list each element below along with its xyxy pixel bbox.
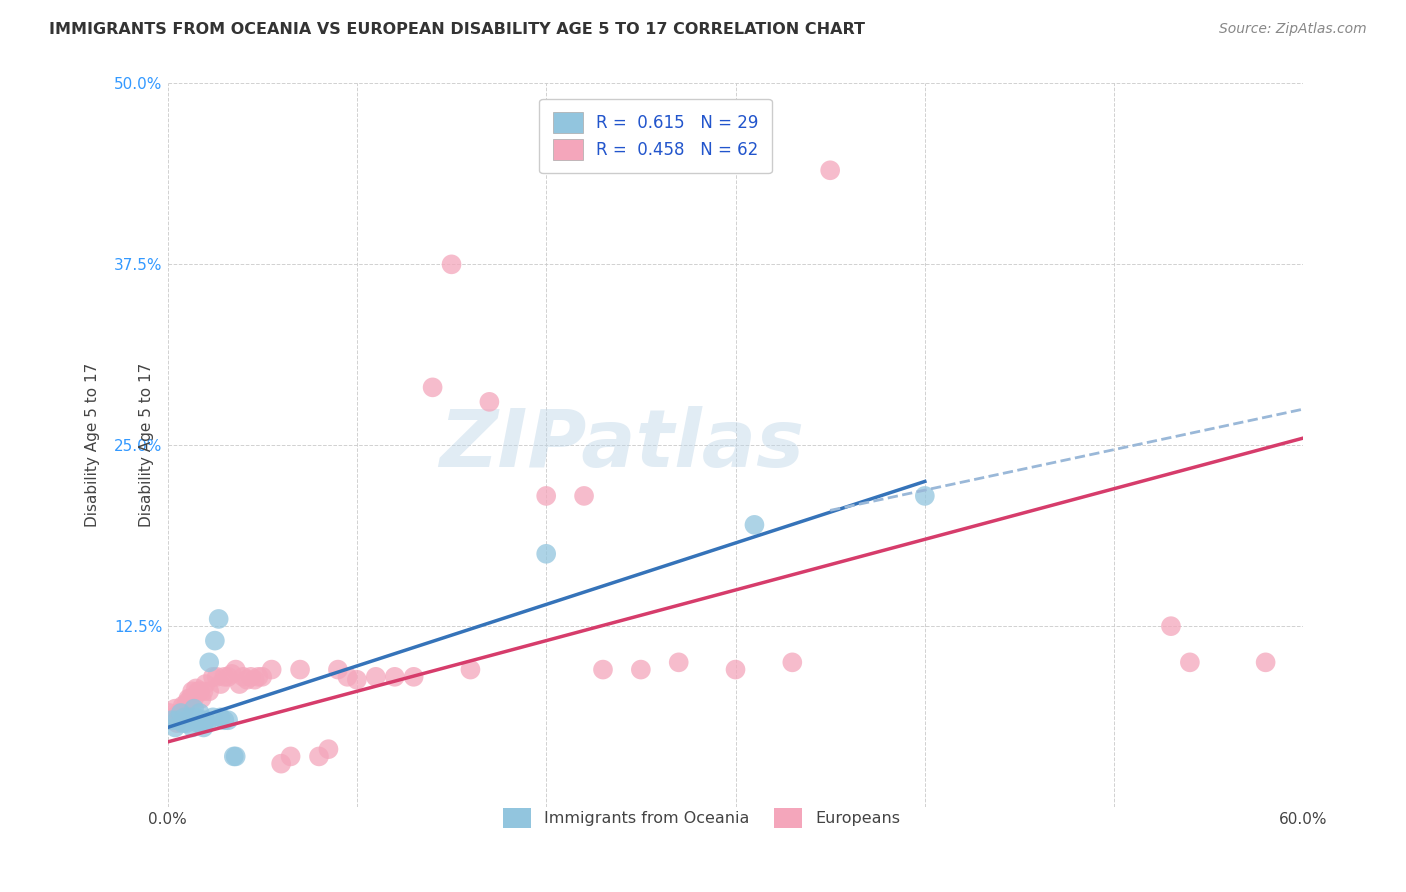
Point — [225, 663, 247, 677]
Point — [160, 713, 183, 727]
Point — [181, 721, 204, 735]
Point — [247, 670, 270, 684]
Point — [165, 701, 187, 715]
Point — [208, 612, 231, 626]
Point — [236, 673, 259, 687]
Point — [187, 716, 209, 731]
Y-axis label: Disability Age 5 to 17: Disability Age 5 to 17 — [86, 363, 100, 527]
Point — [260, 663, 283, 677]
Point — [162, 710, 184, 724]
Point — [346, 673, 368, 687]
Point — [204, 633, 226, 648]
Point — [221, 667, 243, 681]
Point — [318, 742, 340, 756]
Point — [170, 706, 193, 720]
Point — [214, 670, 236, 684]
Point — [592, 663, 614, 677]
Point — [222, 749, 245, 764]
Point — [183, 701, 205, 715]
Point — [190, 691, 212, 706]
Point — [205, 670, 228, 684]
Text: IMMIGRANTS FROM OCEANIA VS EUROPEAN DISABILITY AGE 5 TO 17 CORRELATION CHART: IMMIGRANTS FROM OCEANIA VS EUROPEAN DISA… — [49, 22, 865, 37]
Point — [173, 701, 195, 715]
Point — [914, 489, 936, 503]
Point — [630, 663, 652, 677]
Point — [724, 663, 747, 677]
Point — [177, 691, 200, 706]
Point — [818, 163, 841, 178]
Y-axis label: Disability Age 5 to 17: Disability Age 5 to 17 — [139, 363, 153, 527]
Point — [159, 706, 181, 720]
Point — [280, 749, 302, 764]
Point — [179, 710, 201, 724]
Point — [217, 670, 239, 684]
Point — [209, 677, 232, 691]
Point — [326, 663, 349, 677]
Point — [534, 489, 557, 503]
Point — [422, 380, 444, 394]
Point — [336, 670, 359, 684]
Point — [782, 656, 804, 670]
Point — [183, 691, 205, 706]
Point — [572, 489, 595, 503]
Point — [402, 670, 425, 684]
Point — [167, 706, 190, 720]
Point — [1178, 656, 1201, 670]
Point — [243, 673, 266, 687]
Point — [384, 670, 406, 684]
Point — [193, 721, 215, 735]
Point — [194, 713, 217, 727]
Point — [364, 670, 387, 684]
Point — [188, 706, 211, 720]
Point — [181, 684, 204, 698]
Point — [170, 706, 193, 720]
Point — [225, 749, 247, 764]
Point — [201, 670, 224, 684]
Point — [1254, 656, 1277, 670]
Point — [166, 713, 188, 727]
Point — [176, 696, 198, 710]
Point — [194, 677, 217, 691]
Point — [288, 663, 311, 677]
Point — [173, 710, 195, 724]
Point — [232, 670, 254, 684]
Point — [172, 698, 194, 713]
Point — [172, 716, 194, 731]
Point — [179, 691, 201, 706]
Point — [1160, 619, 1182, 633]
Point — [198, 684, 221, 698]
Point — [440, 257, 463, 271]
Point — [270, 756, 292, 771]
Point — [176, 716, 198, 731]
Point — [195, 716, 218, 731]
Point — [308, 749, 330, 764]
Point — [188, 684, 211, 698]
Point — [201, 710, 224, 724]
Point — [198, 656, 221, 670]
Point — [184, 710, 207, 724]
Point — [534, 547, 557, 561]
Point — [228, 677, 250, 691]
Point — [193, 684, 215, 698]
Point — [239, 670, 262, 684]
Point — [668, 656, 690, 670]
Point — [214, 713, 236, 727]
Point — [217, 713, 239, 727]
Text: Source: ZipAtlas.com: Source: ZipAtlas.com — [1219, 22, 1367, 37]
Point — [478, 394, 501, 409]
Point — [190, 713, 212, 727]
Point — [250, 670, 273, 684]
Point — [165, 721, 187, 735]
Point — [460, 663, 482, 677]
Point — [166, 716, 188, 731]
Point — [744, 517, 766, 532]
Text: ZIPatlas: ZIPatlas — [440, 406, 804, 484]
Point — [160, 713, 183, 727]
Point — [187, 684, 209, 698]
Point — [184, 681, 207, 696]
Legend: Immigrants from Oceania, Europeans: Immigrants from Oceania, Europeans — [492, 797, 911, 838]
Point — [209, 710, 232, 724]
